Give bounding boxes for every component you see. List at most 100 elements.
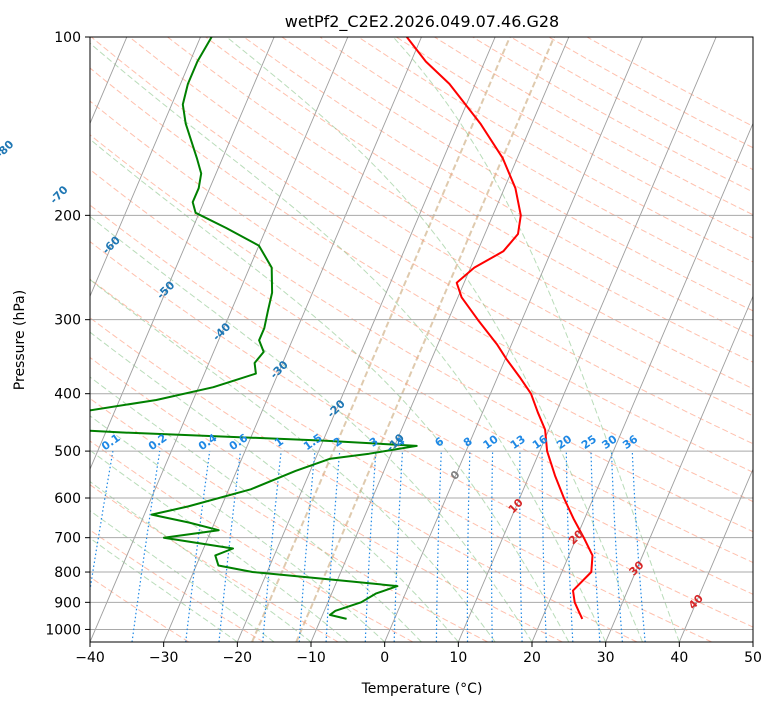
isotherm-line [384, 37, 643, 642]
isotherm-label: -60 [100, 233, 123, 256]
isotherm-label: -30 [268, 358, 291, 381]
isotherm-label: -80 [0, 138, 17, 161]
chart-background-lines [90, 37, 753, 642]
mixing-ratio-label: 30 [599, 432, 619, 452]
moist-adiabat [90, 537, 238, 642]
moist-adiabat [90, 42, 607, 642]
x-tick-label: 30 [597, 650, 615, 666]
isotherm-line [752, 640, 753, 642]
mixing-ratio-label: 10 [481, 432, 501, 452]
isotherm-label: 40 [686, 592, 706, 612]
chart-title: wetPf2_C2E2.2026.049.07.46.G28 [285, 12, 559, 32]
y-tick-label: 600 [54, 491, 81, 507]
dry-adiabat [90, 484, 339, 642]
moist-adiabat [392, 37, 680, 642]
mixing-ratio-line [631, 451, 646, 642]
x-tick-label: 20 [523, 650, 541, 666]
moist-adiabat [90, 415, 386, 642]
x-tick-label: −20 [223, 650, 253, 666]
dgz-line [295, 37, 556, 642]
mixing-ratio-line [435, 451, 442, 642]
x-tick-label: −10 [296, 650, 326, 666]
isotherm-line [310, 37, 570, 642]
y-tick-label: 700 [54, 531, 81, 547]
y-tick-label: 800 [54, 565, 81, 581]
mixing-ratio-line [185, 451, 211, 642]
chart-series-layer [90, 37, 594, 620]
dry-adiabat [90, 576, 190, 642]
dry-adiabat [586, 37, 753, 127]
isotherm-line [605, 295, 753, 642]
isotherm-label: -20 [325, 397, 348, 420]
y-tick-label: 100 [54, 30, 81, 46]
dewpoint-profile [90, 37, 418, 620]
dry-adiabat [434, 37, 753, 216]
isotherm-line [90, 37, 275, 471]
moist-adiabat [90, 376, 422, 642]
mixing-ratio-label: 1 [272, 435, 286, 450]
isotherm-label: 10 [506, 496, 526, 516]
isotherm-line [236, 37, 496, 642]
x-tick-label: −30 [149, 650, 179, 666]
dry-adiabat [510, 37, 753, 171]
dry-adiabat [90, 356, 563, 642]
dry-adiabat [90, 278, 712, 642]
isotherm-label: 0 [448, 468, 463, 483]
dry-adiabat [90, 241, 753, 628]
dry-adiabat [90, 204, 753, 595]
x-tick-label: 50 [744, 650, 762, 666]
dry-adiabat [90, 67, 753, 473]
mixing-ratio-line [519, 451, 523, 642]
mixing-ratio-label: 1.5 [301, 431, 324, 453]
mixing-ratio-label: 6 [432, 434, 446, 449]
mixing-ratio-label: 25 [579, 433, 599, 452]
dry-adiabat [90, 168, 753, 564]
isotherm-line [90, 37, 201, 298]
isotherm-label: -70 [47, 183, 70, 206]
moist-adiabat [90, 279, 496, 642]
dry-adiabat [90, 397, 488, 642]
isotherm-line [90, 37, 349, 642]
mixing-ratio-line [262, 451, 282, 642]
moist-adiabat [226, 37, 643, 642]
mixing-ratio-line [131, 451, 161, 642]
temperature-profile [406, 37, 594, 620]
moist-adiabat [90, 215, 533, 642]
moist-adiabat [90, 331, 459, 642]
mixing-ratio-label: 8 [461, 435, 475, 450]
moist-adiabat [90, 138, 570, 642]
moist-adiabat [90, 510, 275, 642]
y-tick-label: 400 [54, 387, 81, 403]
y-tick-label: 900 [54, 595, 81, 611]
dgz-line [251, 37, 511, 642]
axis-ticks: −40 −30 −20 −10 0 10 20 30 40 5010020030040050060… [45, 30, 762, 666]
y-axis-label: Pressure (hPa) [12, 290, 28, 390]
dry-adiabat [90, 317, 638, 642]
x-tick-label: 0 [380, 650, 389, 666]
x-tick-label: 10 [449, 650, 467, 666]
isotherm-label: -50 [154, 278, 177, 301]
mixing-ratio-line [364, 451, 377, 642]
isotherm-line [678, 467, 753, 642]
mixing-ratio-line [565, 451, 574, 642]
mixing-ratio-line [490, 451, 494, 642]
x-tick-label: 40 [670, 650, 688, 666]
x-tick-label: −40 [75, 650, 105, 666]
moist-adiabat [90, 481, 312, 642]
dry-adiabat [129, 37, 753, 417]
dry-adiabat [90, 134, 753, 533]
isotherm-line [457, 37, 717, 642]
mixing-ratio-line [90, 450, 114, 594]
mixing-ratio-label: 13 [508, 432, 528, 451]
moist-adiabat [90, 449, 349, 642]
dry-adiabat [281, 37, 753, 312]
mixing-ratio-label: 0.6 [227, 431, 251, 453]
dry-adiabat [90, 440, 414, 642]
mixing-ratio-line [298, 451, 316, 642]
mixing-ratio-label: 36 [620, 432, 640, 452]
isotherm-line [531, 122, 753, 642]
isotherm-label: 20 [566, 527, 586, 547]
y-tick-label: 300 [54, 313, 81, 329]
plot-frame [89, 36, 754, 643]
